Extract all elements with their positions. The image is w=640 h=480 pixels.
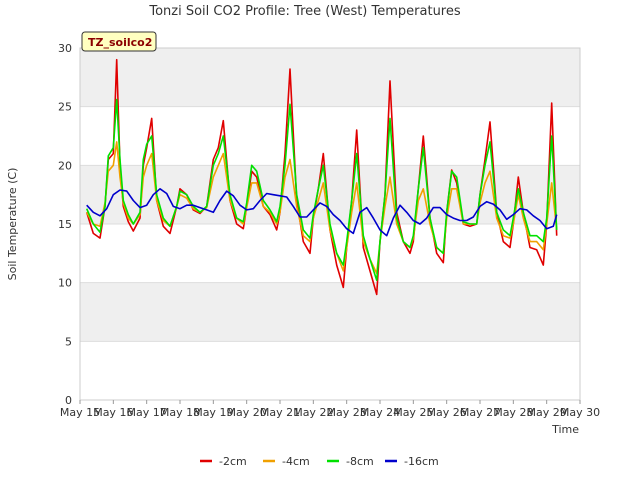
x-tick-label: May 28 bbox=[493, 406, 533, 419]
legend-label: -16cm bbox=[404, 455, 439, 468]
band-5-10 bbox=[80, 282, 580, 342]
plot-frame bbox=[79, 47, 581, 401]
x-tick-label: May 17 bbox=[127, 406, 167, 419]
series-line-8cmcm bbox=[85, 98, 558, 282]
y-tick-label: 25 bbox=[58, 101, 72, 114]
band-25-30 bbox=[80, 48, 580, 107]
x-tick-label: May 16 bbox=[93, 406, 133, 419]
x-tick-label: May 25 bbox=[393, 406, 433, 419]
y-tick-label: 10 bbox=[58, 277, 72, 290]
legend-label: -4cm bbox=[282, 455, 310, 468]
x-tick-label: May 23 bbox=[327, 406, 367, 419]
y-tick-label: 15 bbox=[58, 218, 72, 231]
x-tick-label: May 19 bbox=[193, 406, 233, 419]
x-tick-label: May 27 bbox=[460, 406, 500, 419]
plot-background-bands bbox=[80, 48, 580, 342]
series-layer bbox=[85, 58, 558, 296]
y-axis-label: Soil Temperature (C) bbox=[6, 168, 19, 281]
x-tick-label: May 22 bbox=[293, 406, 333, 419]
legend: -2cm -4cm -8cm -16cm bbox=[200, 455, 439, 468]
dataset-badge-label: TZ_soilco2 bbox=[88, 36, 152, 49]
x-tick-label: May 26 bbox=[427, 406, 467, 419]
y-tick-label: 5 bbox=[65, 335, 72, 348]
x-tick-label: May 29 bbox=[527, 406, 567, 419]
y-tick-label: 0 bbox=[65, 394, 72, 407]
x-tick-label: May 15 bbox=[60, 406, 100, 419]
x-tick-label: May 24 bbox=[360, 406, 400, 419]
dataset-badge-box bbox=[81, 31, 157, 52]
y-axis-ticks: 0 5 10 15 20 25 30 bbox=[58, 42, 72, 407]
x-tick-label: May 18 bbox=[160, 406, 200, 419]
x-tick-label: May 20 bbox=[227, 406, 267, 419]
legend-label: -2cm bbox=[219, 455, 247, 468]
x-tick-label: May 21 bbox=[260, 406, 300, 419]
x-tick-label: May 30 bbox=[560, 406, 600, 419]
y-tick-label: 30 bbox=[58, 42, 72, 55]
chart-title: Tonzi Soil CO2 Profile: Tree (West) Temp… bbox=[148, 4, 461, 19]
series-line-16cmcm bbox=[86, 188, 558, 237]
legend-label: -8cm bbox=[346, 455, 374, 468]
x-axis-label: Time bbox=[551, 423, 579, 436]
dataset-badge: TZ_soilco2 bbox=[81, 31, 157, 52]
y-tick-label: 20 bbox=[58, 159, 72, 172]
